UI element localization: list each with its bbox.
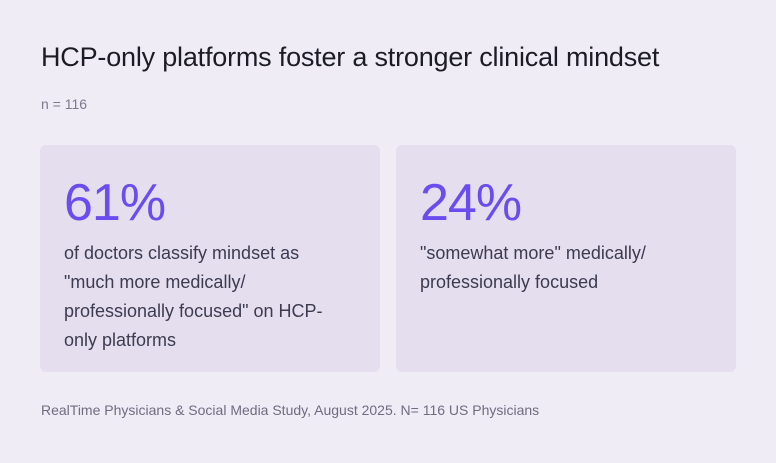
stat-card-much-more: 61% of doctors classify mindset as "much… bbox=[40, 145, 380, 372]
sample-size: n = 116 bbox=[41, 96, 88, 112]
stat-value: 61% bbox=[64, 174, 166, 232]
stat-card-somewhat-more: 24% "somewhat more" medically/ professio… bbox=[396, 145, 736, 372]
source-note: RealTime Physicians & Social Media Study… bbox=[41, 402, 540, 418]
stat-description: of doctors classify mindset as "much mor… bbox=[64, 243, 323, 350]
stat-description: "somewhat more" medically/ professionall… bbox=[420, 243, 646, 292]
stat-value: 24% bbox=[420, 174, 522, 232]
chart-title: HCP-only platforms foster a stronger cli… bbox=[41, 42, 660, 72]
